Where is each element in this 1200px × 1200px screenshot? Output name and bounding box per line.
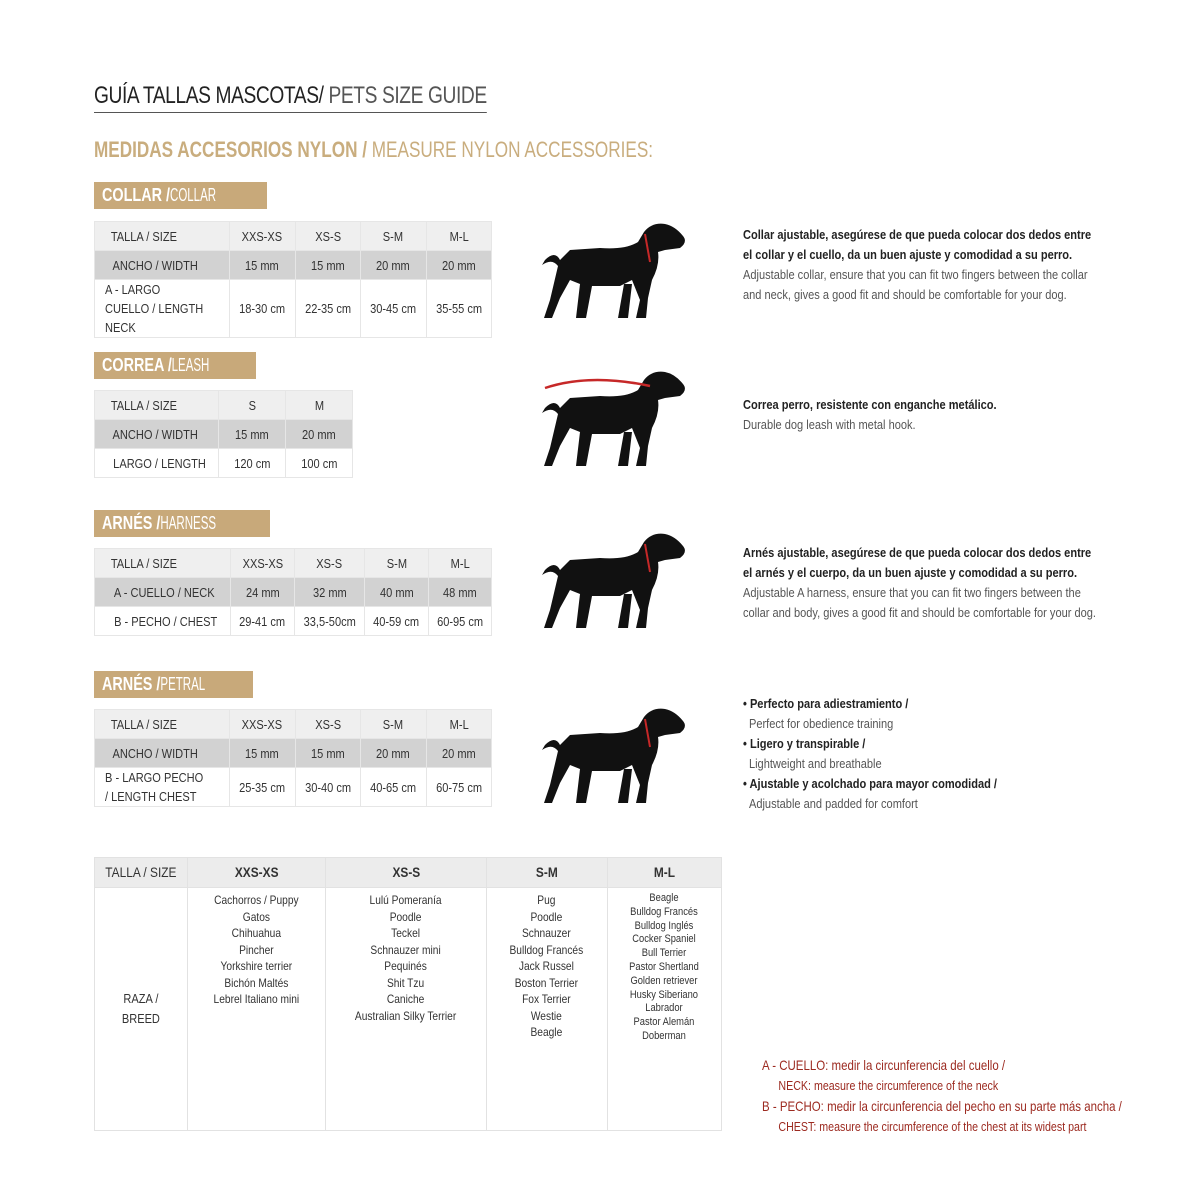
breed-row-label: RAZA / BREED <box>94 887 188 1131</box>
dog-silhouette-icon <box>540 368 690 468</box>
table-row: ANCHO / WIDTH 15 mm 15 mm 20 mm 20 mm <box>94 738 492 768</box>
table-row: TALLA / SIZE XXS-XS XS-S S-M M-L <box>94 221 492 251</box>
leash-size-table: TALLA / SIZE S M ANCHO / WIDTH 15 mm 20 mm LAR… <box>93 390 353 478</box>
petral-badge: ARNÉS / PETRAL <box>94 671 254 698</box>
breed-list: Lulú Pomeranía Poodle Teckel Schnauzer mini… <box>324 887 488 1131</box>
dog-silhouette-icon <box>540 220 690 320</box>
leash-badge: CORREA / LEASH <box>94 352 257 379</box>
table-row: B - LARGO PECHO / LENGTH CHEST 25-35 cm 30… <box>94 767 492 807</box>
harness-badge: ARNÉS / HARNESS <box>94 510 271 537</box>
table-row: LARGO / LENGTH 120 cm 100 cm <box>93 448 353 478</box>
collar-description: Collar ajustable, asegúrese de que pueda… <box>743 227 1092 302</box>
collar-badge: COLLAR / COLLAR <box>94 182 268 209</box>
harness-size-table: TALLA / SIZE XXS-XS XS-S S-M M-L A - CUELLO /… <box>93 548 493 636</box>
breed-list: Beagle Bulldog Francés Bulldog Inglés Cocke… <box>606 887 723 1131</box>
section-subtitle: MEDIDAS ACCESORIOS NYLON / MEASURE NYLON… <box>94 137 654 162</box>
table-row: TALLA / SIZE XXS-XS XS-S S-M M-L <box>93 548 493 578</box>
collar-size-table: TALLA / SIZE XXS-XS XS-S S-M M-L ANCHO / WIDT… <box>94 221 492 338</box>
table-row: ANCHO / WIDTH 15 mm 20 mm <box>93 419 353 449</box>
petral-description: • Perfecto para adiestramiento / Perfect … <box>743 696 998 811</box>
measure-legend: A - CUELLO: medir la circunferencia del … <box>762 1057 1122 1134</box>
table-row: TALLA / SIZE XXS-XS XS-S S-M M-L <box>94 709 492 739</box>
table-row: A - LARGO CUELLO / LENGTH NECK 18-30 cm 22… <box>94 279 492 338</box>
dog-silhouette-icon <box>540 530 690 630</box>
breed-list: Cachorros / Puppy Gatos Chihuahua Pincher Yo… <box>186 887 326 1131</box>
breed-list: Pug Poodle Schnauzer Bulldog Francés Jack Ru… <box>486 887 608 1131</box>
leash-description: Correa perro, resistente con enganche me… <box>743 397 997 432</box>
page-title: GUÍA TALLAS MASCOTAS/ PETS SIZE GUIDE <box>94 82 487 113</box>
dog-silhouette-icon <box>540 705 690 805</box>
table-row: A - CUELLO / NECK 24 mm 32 mm 40 mm 48 mm <box>93 577 493 607</box>
breed-table: TALLA / SIZE XXS-XS XS-S S-M M-L RAZA / BREE… <box>94 857 723 1131</box>
table-row: ANCHO / WIDTH 15 mm 15 mm 20 mm 20 mm <box>94 250 492 280</box>
table-row: B - PECHO / CHEST 29-41 cm 33,5-50cm 40-59 … <box>93 606 493 636</box>
table-row: TALLA / SIZE S M <box>93 390 353 420</box>
harness-description: Arnés ajustable, asegúrese de que pueda … <box>743 545 1097 620</box>
petral-size-table: TALLA / SIZE XXS-XS XS-S S-M M-L ANCHO / WIDT… <box>94 709 492 807</box>
